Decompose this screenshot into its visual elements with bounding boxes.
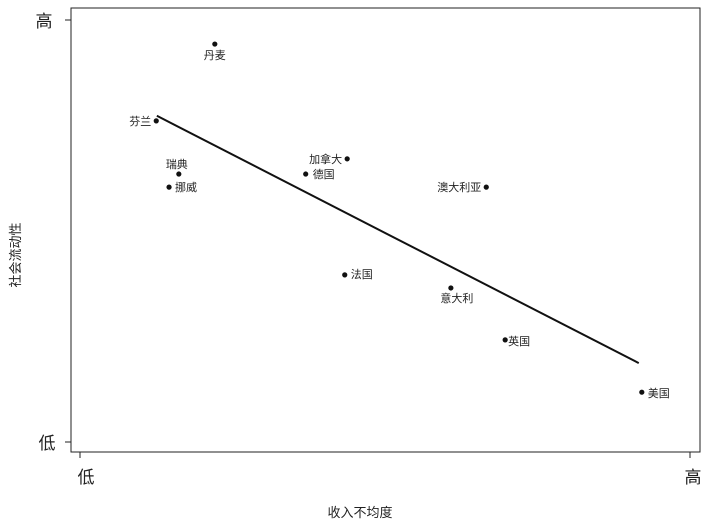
data-point [639,389,645,395]
x-tick-label-high: 高 [685,468,702,488]
x-tick-label-low: 低 [78,468,95,488]
y-axis-label: 社会流动性 [8,222,24,287]
point-label: 瑞典 [166,157,188,171]
point-label: 意大利 [440,291,473,305]
point-label: 德国 [313,167,335,181]
data-point [483,184,489,190]
data-point [303,171,309,177]
data-point [176,171,182,177]
y-tick-label-low: 低 [39,434,56,454]
point-label: 澳大利亚 [437,180,481,194]
y-tick-label-high: 高 [36,12,53,32]
data-point [342,272,348,278]
point-label: 丹麦 [204,49,226,62]
trend-line [156,114,640,364]
point-label: 法国 [351,267,373,281]
plot-frame [70,7,701,453]
data-point [153,118,159,124]
data-point [212,41,218,47]
point-label: 美国 [648,387,670,400]
data-point [502,337,508,343]
data-point [166,184,172,190]
point-label: 英国 [508,334,530,348]
point-label: 芬兰 [129,115,151,128]
x-axis-label: 收入不均度 [327,505,392,521]
point-label: 挪威 [175,180,197,194]
data-point [344,156,350,162]
point-label: 加拿大 [309,152,342,166]
data-point [448,285,454,291]
